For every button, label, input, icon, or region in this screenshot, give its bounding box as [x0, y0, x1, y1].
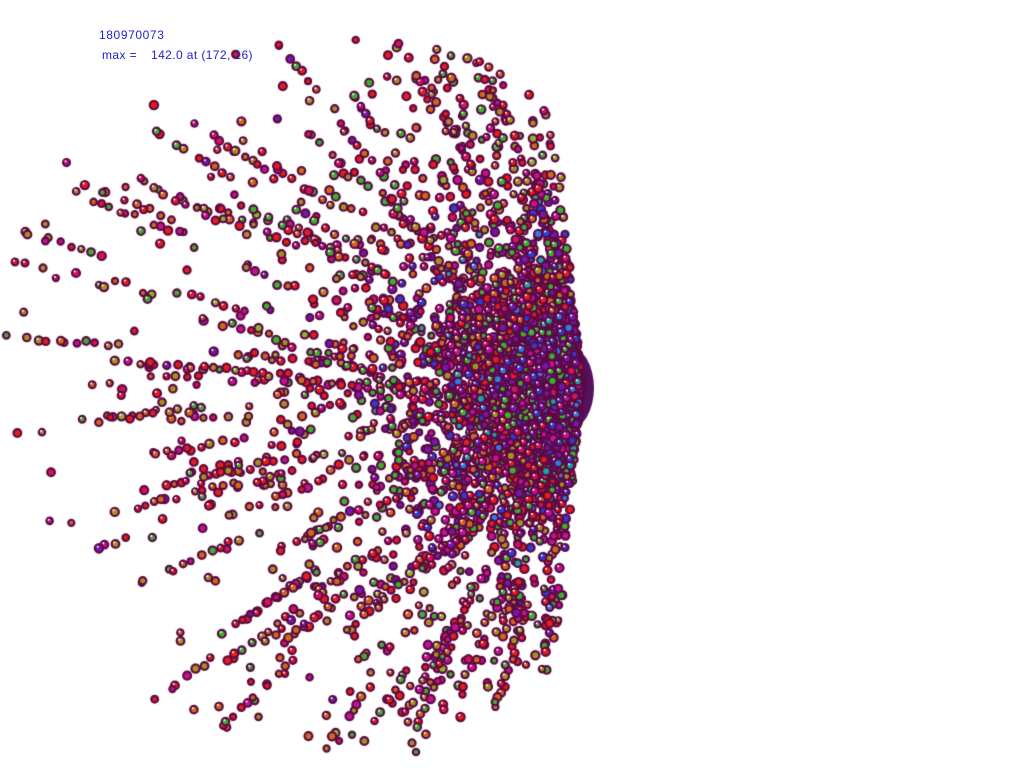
max-value: 142.0 at (172, 16) [151, 48, 253, 62]
max-annotation: max = 142.0 at (172, 16) [102, 49, 253, 61]
max-label: max = [102, 48, 138, 62]
event-id-label: 180970073 [99, 28, 165, 42]
event-header: 180970073 max = 142.0 at (172, 16) [99, 29, 253, 61]
